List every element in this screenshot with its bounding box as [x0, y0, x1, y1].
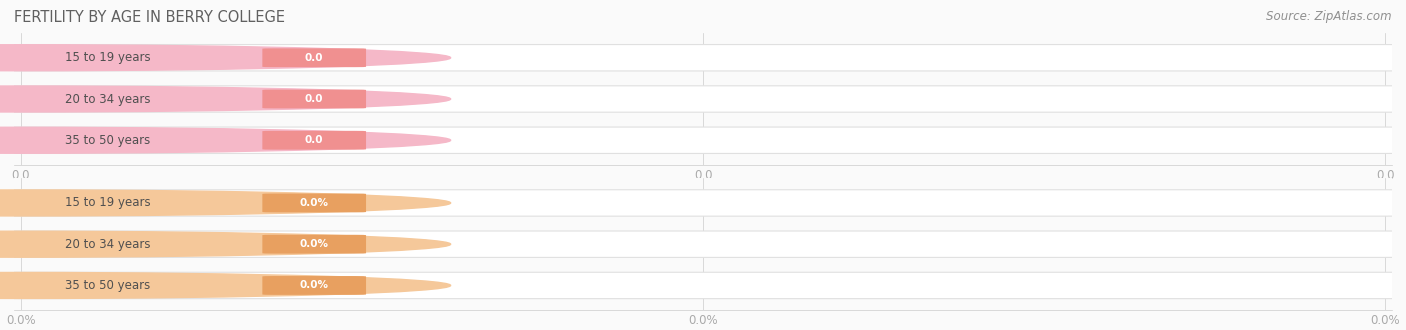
FancyBboxPatch shape — [263, 48, 366, 67]
FancyBboxPatch shape — [263, 235, 366, 253]
Text: 0.0%: 0.0% — [299, 280, 329, 290]
Text: 0.0%: 0.0% — [299, 239, 329, 249]
Text: 15 to 19 years: 15 to 19 years — [65, 51, 150, 64]
FancyBboxPatch shape — [263, 193, 366, 213]
Text: 0.0%: 0.0% — [299, 198, 329, 208]
Text: 35 to 50 years: 35 to 50 years — [65, 134, 150, 147]
FancyBboxPatch shape — [0, 231, 1406, 257]
Text: Source: ZipAtlas.com: Source: ZipAtlas.com — [1267, 10, 1392, 23]
FancyBboxPatch shape — [0, 45, 1406, 71]
Circle shape — [0, 190, 450, 216]
Text: 0.0: 0.0 — [305, 135, 323, 145]
FancyBboxPatch shape — [263, 276, 366, 295]
Text: 35 to 50 years: 35 to 50 years — [65, 279, 150, 292]
FancyBboxPatch shape — [0, 127, 1406, 153]
FancyBboxPatch shape — [0, 190, 1406, 216]
Text: 0.0: 0.0 — [305, 53, 323, 63]
FancyBboxPatch shape — [0, 272, 1406, 299]
FancyBboxPatch shape — [263, 131, 366, 150]
Text: 20 to 34 years: 20 to 34 years — [65, 92, 150, 106]
Circle shape — [0, 45, 450, 71]
Circle shape — [0, 86, 450, 112]
Text: 0.0: 0.0 — [305, 94, 323, 104]
FancyBboxPatch shape — [0, 86, 1406, 112]
Circle shape — [0, 273, 450, 298]
Circle shape — [0, 231, 450, 257]
Text: FERTILITY BY AGE IN BERRY COLLEGE: FERTILITY BY AGE IN BERRY COLLEGE — [14, 10, 285, 25]
Circle shape — [0, 127, 450, 153]
Text: 15 to 19 years: 15 to 19 years — [65, 196, 150, 210]
Text: 20 to 34 years: 20 to 34 years — [65, 238, 150, 251]
FancyBboxPatch shape — [263, 89, 366, 108]
